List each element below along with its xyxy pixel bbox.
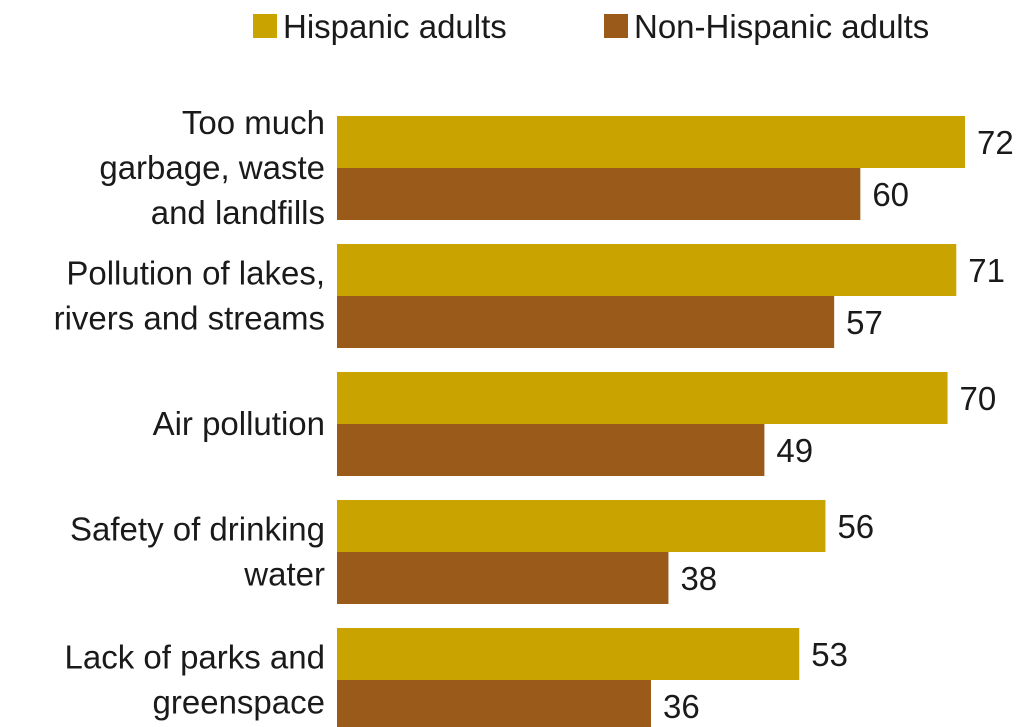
category-label-line: Lack of parks and (65, 639, 326, 676)
value-label: 72 (977, 124, 1014, 161)
category-label-line: Air pollution (153, 405, 325, 442)
category-label-line: Too much (182, 104, 325, 141)
bar-non-hispanic (337, 296, 835, 348)
category-label-line: garbage, waste (99, 149, 325, 186)
category-label: Lack of parks and greenspace (65, 639, 326, 721)
category-label-line: water (243, 556, 325, 593)
value-label: 49 (776, 432, 813, 469)
bar-non-hispanic (337, 424, 765, 476)
bar-hispanic (337, 116, 965, 168)
legend: Hispanic adults Non-Hispanic adults (253, 8, 929, 45)
bar-hispanic (337, 372, 948, 424)
category-label: Air pollution (153, 405, 325, 442)
value-label: 38 (680, 560, 717, 597)
legend-swatch-non-hispanic (604, 14, 628, 38)
category-label: Pollution of lakes, rivers and streams (54, 255, 325, 337)
value-label: 60 (872, 176, 909, 213)
category-label-line: Pollution of lakes, (66, 255, 325, 292)
value-label: 71 (968, 252, 1005, 289)
category-label-line: and landfills (151, 194, 325, 231)
legend-label-hispanic: Hispanic adults (283, 8, 507, 45)
bar-hispanic (337, 628, 800, 680)
value-label: 53 (811, 636, 848, 673)
value-label: 57 (846, 304, 883, 341)
value-label: 56 (837, 508, 874, 545)
bar-hispanic (337, 500, 826, 552)
legend-swatch-hispanic (253, 14, 277, 38)
value-label: 70 (960, 380, 997, 417)
bar-hispanic (337, 244, 957, 296)
category-label-line: greenspace (153, 684, 325, 721)
bar-non-hispanic (337, 680, 651, 727)
category-label-line: Safety of drinking (70, 511, 325, 548)
legend-label-non-hispanic: Non-Hispanic adults (634, 8, 929, 45)
bar-non-hispanic (337, 168, 861, 220)
category-label: Too much garbage, waste and landfills (99, 104, 325, 231)
bars-group: Too much garbage, waste and landfills 72 60 P… (54, 104, 1014, 727)
value-label: 36 (663, 688, 700, 725)
category-label: Safety of drinking water (70, 511, 325, 593)
category-label-line: rivers and streams (54, 300, 325, 337)
bar-non-hispanic (337, 552, 669, 604)
